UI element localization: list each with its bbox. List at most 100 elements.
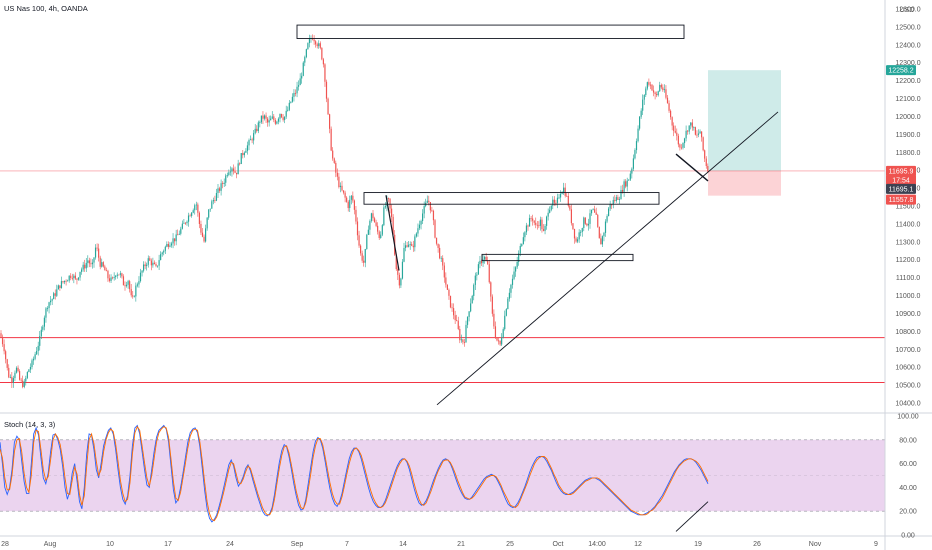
candle-body — [474, 275, 476, 285]
candle-body — [573, 228, 576, 239]
candle-body — [435, 237, 438, 244]
candle-body — [76, 278, 78, 280]
candle-body — [384, 205, 386, 208]
candle-body — [301, 75, 303, 79]
candle-body — [186, 221, 188, 224]
candle-body — [246, 145, 249, 151]
candle-body — [401, 261, 404, 279]
price-label-text: 11695.9 — [889, 168, 914, 175]
zone-rectangle — [296, 24, 685, 39]
candle-body — [583, 217, 585, 229]
candle-body — [581, 228, 583, 232]
candle-body — [141, 270, 143, 273]
candle-body — [133, 296, 135, 298]
candle-body — [40, 329, 42, 336]
candle-body — [34, 354, 36, 359]
candle-body — [225, 175, 227, 183]
price-labels: 12258.2 11695.9 17:54 11695.1 11557.8 — [886, 65, 916, 205]
candle-body — [338, 176, 340, 188]
candle-body — [457, 320, 459, 329]
stochastic-pane[interactable] — [0, 424, 885, 532]
candle-body — [313, 39, 315, 42]
candle-body — [189, 215, 191, 217]
candle-body — [256, 128, 258, 132]
price-tick-label: 11000.0 — [896, 293, 921, 300]
price-tick-label: 11200.0 — [896, 257, 921, 264]
candle-body — [423, 206, 425, 214]
candle-body — [501, 337, 503, 345]
candle-body — [370, 213, 373, 221]
candle-body — [329, 114, 331, 129]
candle-body — [152, 262, 154, 266]
candle-body — [62, 281, 64, 283]
candle-body — [459, 328, 461, 341]
price-tick-label: 12300.0 — [895, 60, 920, 67]
candle-body — [290, 101, 292, 103]
time-tick-label: 7 — [345, 541, 349, 548]
candle-body — [342, 190, 345, 193]
candle-body — [155, 264, 157, 266]
candle-body — [536, 224, 538, 226]
candle-body — [697, 133, 700, 135]
price-tick-label: 10700.0 — [895, 347, 920, 354]
candle-body — [680, 147, 683, 149]
candle-body — [648, 82, 650, 85]
candle-body — [524, 232, 526, 238]
candle-body — [146, 264, 148, 267]
candle-body — [604, 221, 607, 233]
candle-body — [259, 122, 261, 124]
candle-body — [37, 345, 39, 351]
candle-body — [274, 120, 276, 124]
time-axis[interactable]: 28 Aug 10 17 24 Sep 7 14 21 25 Oct 14:00 12 19 26 Nov 9 — [1, 541, 878, 548]
candle-body — [209, 208, 211, 210]
candle-body — [31, 360, 33, 368]
stoch-tick-label: 100.00 — [897, 414, 919, 421]
candle-body — [504, 315, 506, 330]
candle-body — [138, 281, 140, 285]
candle-body — [226, 174, 228, 176]
candle-body — [404, 245, 407, 248]
candle-body — [87, 260, 89, 263]
price-pane[interactable] — [0, 24, 885, 406]
candle-body — [280, 113, 283, 118]
candle-body — [104, 266, 106, 271]
price-label-text: 12258.2 — [888, 68, 913, 75]
candle-body — [175, 234, 177, 242]
candle-body — [676, 132, 678, 136]
zone-rectangle — [481, 253, 634, 262]
candle-body — [333, 158, 335, 163]
candle-body — [637, 128, 639, 142]
candle-body — [666, 97, 669, 104]
candle-body — [257, 122, 259, 132]
candle-body — [628, 179, 630, 181]
candle-body — [74, 275, 76, 279]
candle-body — [19, 371, 21, 380]
candle-body — [561, 192, 563, 194]
stoch-axis[interactable]: 100.00 80.00 60.00 40.00 20.00 0.00 — [897, 414, 919, 540]
candle-body — [677, 135, 679, 145]
candle-body — [707, 166, 709, 172]
candle-body — [112, 277, 114, 279]
candle-body — [451, 307, 453, 309]
candle-body — [645, 88, 647, 96]
candle-body — [94, 247, 97, 258]
candle-body — [121, 273, 123, 277]
candle-body — [12, 378, 14, 383]
candle-body — [67, 280, 69, 282]
candle-body — [687, 130, 689, 132]
candle-body — [192, 210, 194, 213]
candle-body — [657, 91, 659, 96]
candle-body — [403, 247, 405, 262]
candle-body — [553, 199, 555, 203]
stoch-line — [0, 424, 709, 523]
candle-body — [160, 254, 162, 261]
candle-body — [694, 127, 696, 135]
candle-body — [539, 219, 541, 226]
candle-body — [480, 260, 483, 264]
candle-body — [122, 276, 125, 286]
candle-body — [166, 244, 168, 247]
stoch-line — [0, 425, 709, 522]
candle-body — [180, 228, 182, 234]
candle-body — [592, 209, 594, 211]
